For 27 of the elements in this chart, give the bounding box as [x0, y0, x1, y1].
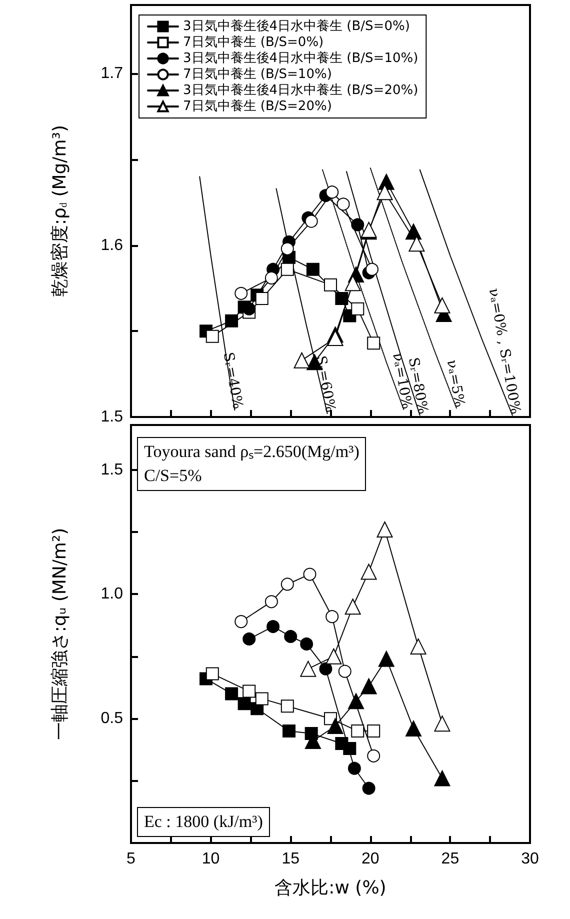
legend-label: 7日気中養生 (B/S=0%) [183, 35, 324, 50]
y-tick-label: 1.5 [100, 461, 124, 478]
y-axis-title: 乾燥密度:ρd (Mg/m³) [50, 124, 70, 298]
annotation: Ec : 1800 (kJ/m³) [144, 811, 263, 833]
y-tick-label: 1.5 [100, 408, 124, 426]
x-tick-label: 15 [282, 850, 300, 868]
text: νₐ=5% [443, 358, 468, 409]
text: νₐ=0% , Sᵣ=100% [485, 287, 524, 416]
x-tick-label: 30 [521, 850, 539, 868]
x-axis-title: 含水比:w (%) [274, 878, 386, 898]
legend-label: 7日気中養生 (B/S=10%) [183, 67, 332, 82]
x-tick-label: 10 [202, 850, 220, 868]
annotation: C/S=5% [144, 465, 203, 487]
y-tick-label: 1.0 [100, 586, 124, 603]
annotation: Toyoura sand ρₛ=2.650(Mg/m³) [144, 441, 360, 463]
x-tick-label: 25 [441, 850, 460, 868]
legend-label: 3日気中養生後4日水中養生 (B/S=20%) [183, 83, 418, 98]
y-tick-label: 1.6 [100, 236, 124, 254]
y-axis-title: 一軸圧縮強さ:qᵤ (MN/m²) [50, 528, 70, 740]
legend-label: 3日気中養生後4日水中養生 (B/S=0%) [183, 19, 410, 34]
x-tick-label: 5 [126, 850, 136, 868]
legend-label: 7日気中養生 (B/S=20%) [183, 99, 332, 114]
x-tick-label: 20 [362, 850, 380, 868]
y-tick-label: 0.5 [100, 710, 124, 728]
text: Sᵣ=40% [220, 351, 246, 410]
legend-label: 3日気中養生後4日水中養生 (B/S=10%) [183, 51, 418, 66]
y-tick-label: 1.7 [100, 65, 124, 82]
